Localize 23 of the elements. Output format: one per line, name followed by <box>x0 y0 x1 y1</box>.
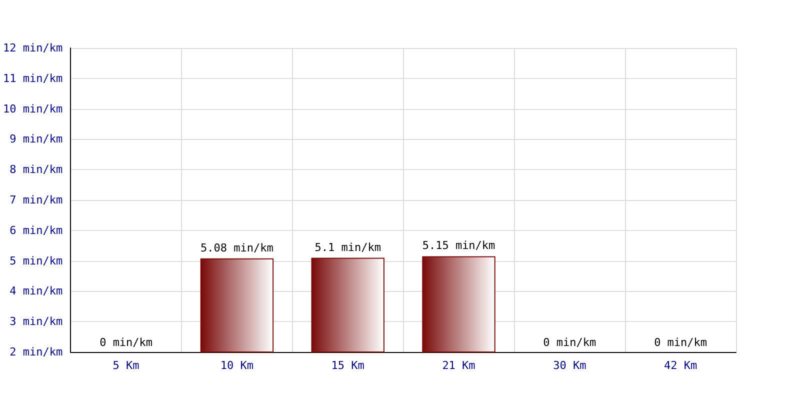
y-tick-label: 8 min/km <box>10 163 63 176</box>
y-tick-label: 5 min/km <box>10 254 63 268</box>
text: 0 min/km <box>654 336 708 349</box>
x-tick-label: 30 Km <box>553 359 587 372</box>
x-tick-label: 42 Km <box>664 359 698 372</box>
y-tick-label: 11 min/km <box>2 72 63 85</box>
data-label: 5.15 min/km <box>422 239 496 252</box>
y-tick-label: 2 min/km <box>10 346 63 358</box>
x-tick-label: 15 Km <box>331 359 365 372</box>
x-tick-label: 10 Km <box>220 359 254 372</box>
y-tick-label: 7 min/km <box>10 194 63 206</box>
y-tick-label: 12 min/km <box>2 42 63 54</box>
y-tick-label: 9 min/km <box>10 132 63 146</box>
text: 0 min/km <box>100 336 153 349</box>
x-tick-label: 5 Km <box>112 359 140 372</box>
data-label: 5.1 min/km <box>314 240 382 254</box>
text: 0 min/km <box>543 336 596 349</box>
data-label: 5.08 min/km <box>200 241 274 254</box>
y-tick-label: 3 min/km <box>10 315 63 328</box>
x-tick-label: 21 Km <box>442 359 476 372</box>
y-tick-label: 6 min/km <box>10 224 63 237</box>
y-tick-label: 4 min/km <box>10 284 63 298</box>
y-tick-label: 10 min/km <box>2 102 63 116</box>
